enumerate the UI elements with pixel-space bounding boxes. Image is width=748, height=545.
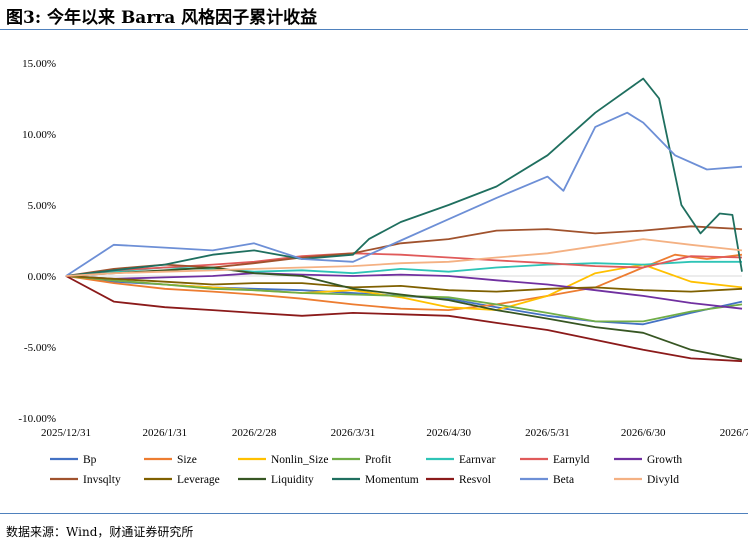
legend-label-earnyld: Earnyld bbox=[553, 454, 590, 466]
x-tick-label: 2026/4/30 bbox=[426, 427, 471, 439]
series-line-beta bbox=[65, 111, 743, 277]
y-tick-label: 15.00% bbox=[22, 58, 56, 70]
legend-label-momentum: Momentum bbox=[365, 474, 419, 486]
x-tick-label: 2026/7/31 bbox=[720, 427, 748, 439]
series-lines bbox=[65, 77, 743, 363]
series-line-growth bbox=[65, 272, 743, 310]
x-tick-label: 2025/12/31 bbox=[41, 427, 91, 439]
series-line-liquidity bbox=[65, 266, 743, 361]
series-line-earnvar bbox=[65, 260, 742, 277]
legend-label-nonlin-size: Nonlin_Size bbox=[271, 454, 329, 466]
y-tick-label: -10.00% bbox=[18, 413, 56, 425]
y-tick-label: 5.00% bbox=[28, 200, 56, 212]
title-divider bbox=[0, 29, 748, 30]
chart-area: -10.00% -5.00% 0.00% 5.00% 10.00% 15.00% 2025/… bbox=[18, 58, 748, 486]
x-tick-label: 2026/5/31 bbox=[525, 427, 570, 439]
legend-label-earnvar: Earnvar bbox=[459, 454, 496, 466]
y-tick-label: 10.00% bbox=[22, 129, 56, 141]
legend-label-growth: Growth bbox=[647, 454, 682, 466]
x-tick-label: 2026/3/31 bbox=[331, 427, 376, 439]
series-line-leverage bbox=[65, 275, 743, 293]
series-line-resvol bbox=[65, 275, 743, 363]
series-line-invsqlty bbox=[65, 225, 743, 277]
y-tick-label: -5.00% bbox=[24, 342, 56, 354]
chart-title: 图3: 今年以来 Barra 风格因子累计收益 bbox=[6, 8, 318, 28]
x-tick-label: 2026/6/30 bbox=[621, 427, 666, 439]
source-note: 数据来源：Wind，财通证券研究所 bbox=[6, 525, 194, 539]
legend-label-bp: Bp bbox=[83, 454, 97, 466]
footer-divider bbox=[0, 513, 748, 514]
legend-label-leverage: Leverage bbox=[177, 474, 220, 486]
axes: -10.00% -5.00% 0.00% 5.00% 10.00% 15.00% 2025/… bbox=[18, 58, 748, 439]
series-line-bp bbox=[65, 275, 743, 326]
series-line-momentum bbox=[65, 77, 743, 277]
series-line-divyld bbox=[65, 238, 743, 277]
legend-label-liquidity: Liquidity bbox=[271, 474, 314, 486]
legend: Bp Size Nonlin_Size Profit Earnvar Earnyld Gro… bbox=[50, 454, 682, 486]
legend-label-profit: Profit bbox=[365, 454, 392, 466]
x-tick-label: 2026/1/31 bbox=[143, 427, 188, 439]
legend-label-resvol: Resvol bbox=[459, 474, 491, 486]
legend-label-beta: Beta bbox=[553, 474, 574, 486]
y-tick-label: 0.00% bbox=[28, 271, 56, 283]
legend-label-divyld: Divyld bbox=[647, 474, 679, 486]
series-line-earnyld bbox=[65, 252, 743, 277]
x-tick-label: 2026/2/28 bbox=[232, 427, 277, 439]
legend-label-size: Size bbox=[177, 454, 197, 466]
series-line-size bbox=[65, 253, 743, 312]
legend-label-invsqlty: Invsqlty bbox=[83, 474, 121, 486]
series-line-profit bbox=[65, 275, 743, 323]
